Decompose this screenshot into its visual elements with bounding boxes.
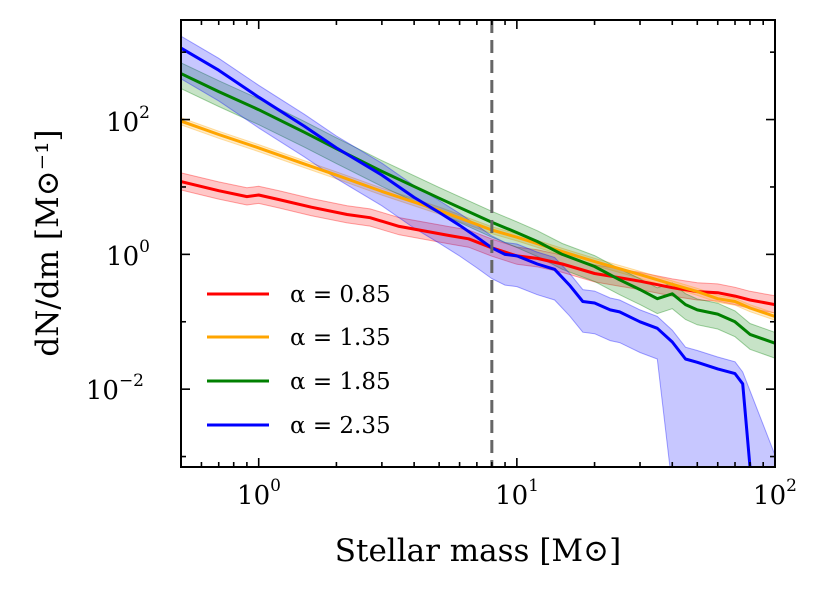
legend-label-alpha-1.85: α = 1.85 — [290, 369, 391, 395]
x-tick-label-10: 101 — [495, 476, 539, 511]
legend-label-alpha-0.85: α = 0.85 — [290, 282, 391, 308]
series-line-alpha-1.85 — [181, 72, 775, 345]
series-line-alpha-2.35 — [181, 46, 752, 467]
axis-ticks — [180, 20, 776, 467]
series-line-alpha-1.35 — [181, 119, 775, 318]
y-tick-label-1: 100 — [106, 237, 150, 272]
y-tick-label-100: 102 — [106, 103, 150, 138]
y-axis-label: dN/dm [M⊙⁻¹] — [30, 129, 66, 356]
plot-frame — [180, 19, 776, 468]
x-axis-label: Stellar mass [M⊙] — [335, 533, 621, 569]
legend-label-alpha-2.35: α = 2.35 — [290, 413, 391, 439]
x-tick-label-1: 100 — [237, 476, 281, 511]
legend: α = 0.85 α = 1.35 α = 1.85 α = 2.35 — [207, 282, 391, 439]
legend-label-alpha-1.35: α = 1.35 — [290, 325, 391, 351]
y-tick-label-0.01: 10−2 — [86, 371, 144, 406]
series-lines — [181, 46, 775, 467]
x-tick-label-100: 102 — [753, 476, 797, 511]
